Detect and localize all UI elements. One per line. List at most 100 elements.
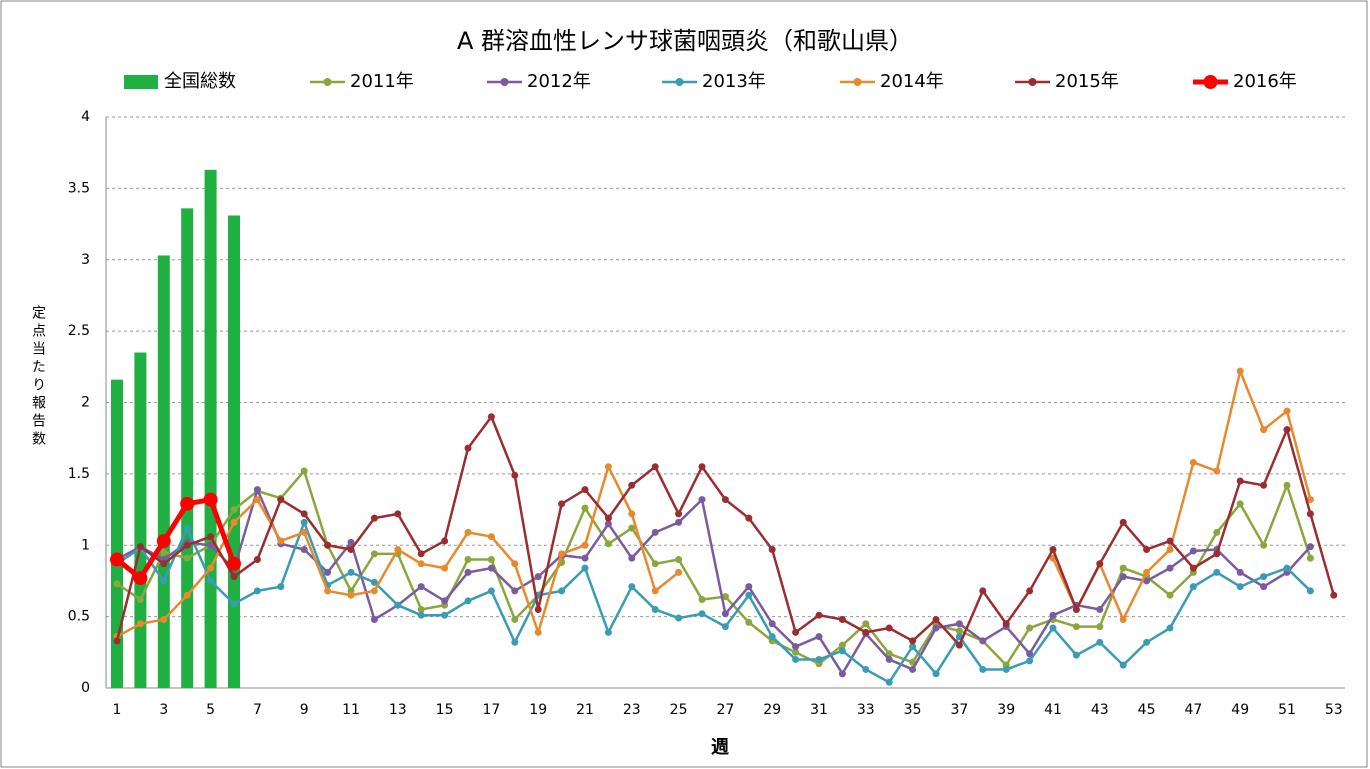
bar [134, 352, 147, 688]
marker [581, 486, 589, 494]
bar [111, 379, 123, 688]
marker [464, 597, 472, 605]
marker [441, 537, 449, 545]
marker [1260, 583, 1268, 591]
marker [534, 605, 542, 613]
x-tick-label: 11 [342, 702, 360, 718]
marker [1072, 623, 1080, 631]
marker [1189, 564, 1197, 572]
marker [932, 615, 940, 623]
marker [324, 568, 332, 576]
marker [370, 550, 378, 558]
marker [207, 541, 215, 549]
x-tick-label: 7 [253, 702, 262, 718]
marker [1189, 583, 1197, 591]
legend-label: 2011年 [350, 71, 414, 92]
marker [838, 670, 846, 678]
marker [955, 627, 963, 635]
marker [300, 546, 308, 554]
marker [628, 583, 636, 591]
marker [581, 554, 589, 562]
marker [110, 552, 124, 567]
bar [228, 215, 240, 688]
marker [979, 587, 987, 595]
marker [558, 550, 566, 558]
marker [979, 637, 987, 645]
marker [464, 528, 472, 536]
x-tick-label: 51 [1278, 702, 1296, 718]
marker [183, 554, 191, 562]
marker [955, 641, 963, 649]
marker [417, 605, 425, 613]
marker [885, 650, 893, 658]
marker [1189, 547, 1197, 555]
legend-marker [1203, 75, 1218, 89]
marker [768, 633, 776, 641]
marker [651, 560, 659, 568]
marker [487, 556, 495, 564]
marker [1260, 426, 1268, 434]
marker [511, 638, 519, 646]
marker [370, 514, 378, 522]
marker [487, 564, 495, 572]
marker [604, 628, 612, 636]
marker [604, 520, 612, 528]
legend-label: 2016年 [1233, 71, 1297, 92]
marker [932, 624, 940, 632]
marker [203, 492, 218, 507]
marker [768, 546, 776, 554]
bar [204, 169, 217, 688]
marker [277, 496, 285, 504]
marker [581, 504, 589, 512]
marker [113, 580, 121, 588]
marker [487, 413, 495, 421]
x-tick-label: 21 [576, 702, 594, 718]
marker [721, 593, 729, 601]
marker [394, 546, 402, 554]
marker [136, 595, 144, 603]
legend-label: 全国総数 [164, 71, 236, 92]
x-tick-label: 19 [529, 702, 547, 718]
marker [487, 533, 495, 541]
x-tick-label: 29 [763, 702, 781, 718]
y-tick-label: 4 [81, 109, 90, 125]
marker [324, 541, 332, 549]
marker [133, 571, 148, 586]
marker [1306, 587, 1314, 595]
marker [207, 577, 215, 585]
legend-marker [1028, 78, 1037, 86]
marker [207, 533, 215, 541]
marker [160, 548, 168, 556]
x-tick-label: 5 [206, 702, 215, 718]
marker [1260, 541, 1268, 549]
marker [511, 615, 519, 623]
marker [1213, 528, 1221, 536]
x-tick-label: 49 [1231, 702, 1249, 718]
legend: 全国総数 2011年 2012年 2013年 2014年 2015年 2016年 [124, 71, 1297, 92]
marker [160, 560, 168, 568]
marker [1026, 624, 1034, 632]
x-tick-label: 17 [482, 702, 500, 718]
marker [183, 541, 191, 549]
marker [347, 591, 355, 599]
marker [300, 467, 308, 475]
marker [347, 546, 355, 554]
marker [1143, 568, 1151, 576]
y-tick-label: 0.5 [68, 609, 90, 625]
marker [253, 587, 261, 595]
marker [370, 578, 378, 586]
marker [534, 573, 542, 581]
marker [160, 615, 168, 623]
marker [909, 637, 917, 645]
marker [136, 543, 144, 551]
x-tick-label: 35 [904, 702, 922, 718]
marker [1026, 657, 1034, 665]
marker [792, 628, 800, 636]
marker [1213, 568, 1221, 576]
x-tick-label: 43 [1091, 702, 1109, 718]
marker [698, 463, 706, 471]
marker [1119, 564, 1127, 572]
marker [1049, 611, 1057, 619]
marker [1213, 550, 1221, 558]
marker [441, 597, 449, 605]
